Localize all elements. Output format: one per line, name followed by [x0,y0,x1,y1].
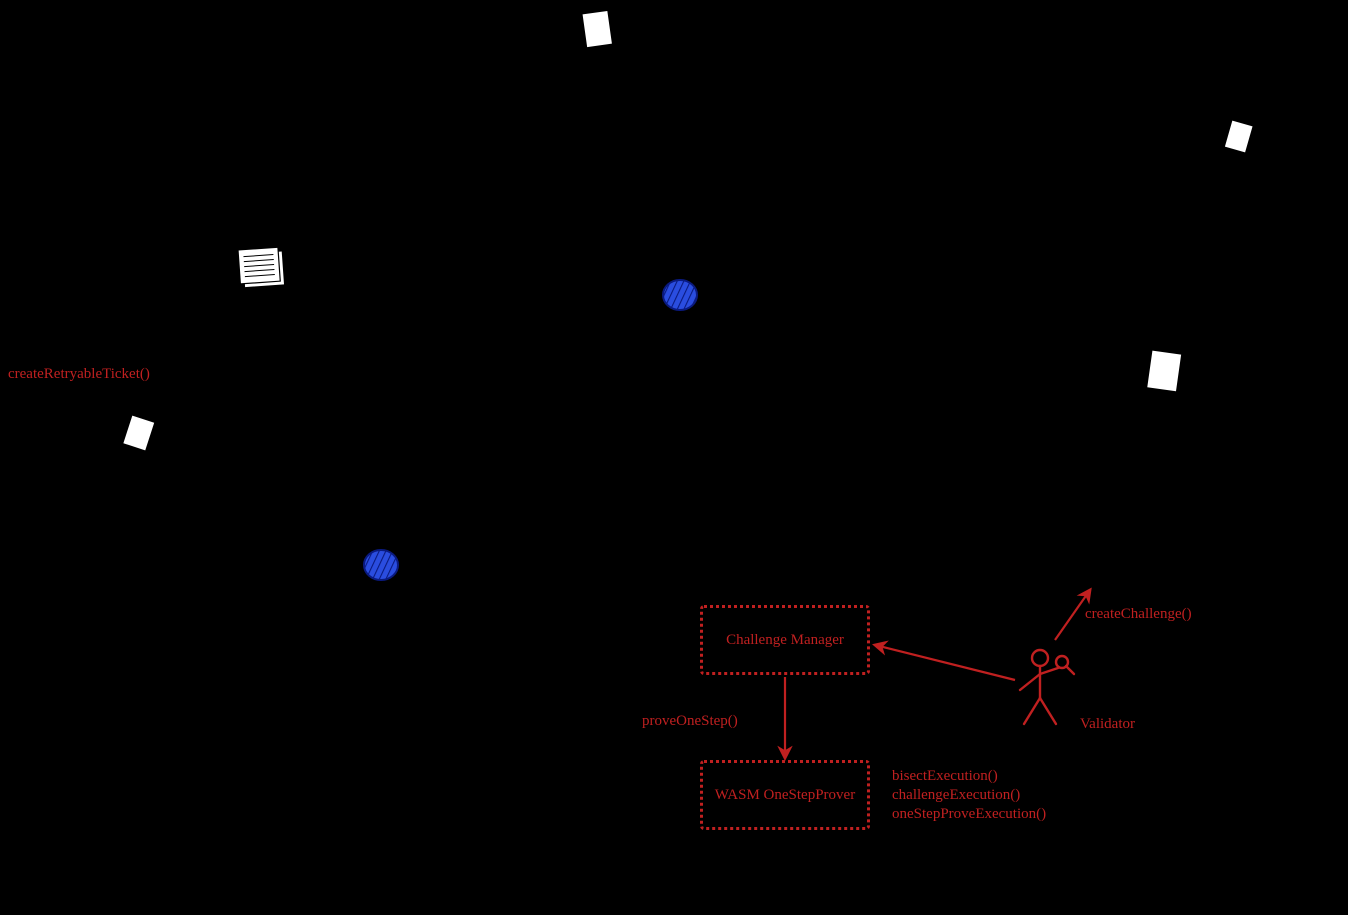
paper-icon-top [582,10,612,47]
wasm-prover-node: WASM OneStepProver [700,760,870,830]
paper-icon-top-right [1224,120,1253,153]
validator-actor-icon [1020,650,1074,724]
wasm-prover-label: WASM OneStepProver [715,787,855,804]
diagram-canvas: Challenge Manager WASM OneStepProver cre… [0,0,1348,915]
badge-1 [663,280,697,310]
validator-methods-label: bisectExecution() challengeExecution() o… [892,767,1046,823]
edge-validator-to-challenge [875,645,1015,680]
svg-layer [0,0,1348,915]
create-retryable-ticket-label: createRetryableTicket() [8,365,150,384]
challenge-manager-node: Challenge Manager [700,605,870,675]
paper-icon-right [1147,350,1182,392]
prove-one-step-label: proveOneStep() [642,712,738,731]
challenge-manager-label: Challenge Manager [726,632,844,649]
paper-icon-left [123,415,155,451]
paper-icon-stack [238,247,285,288]
badge-2 [364,550,398,580]
validator-label: Validator [1080,715,1135,734]
create-challenge-label: createChallenge() [1085,605,1192,624]
